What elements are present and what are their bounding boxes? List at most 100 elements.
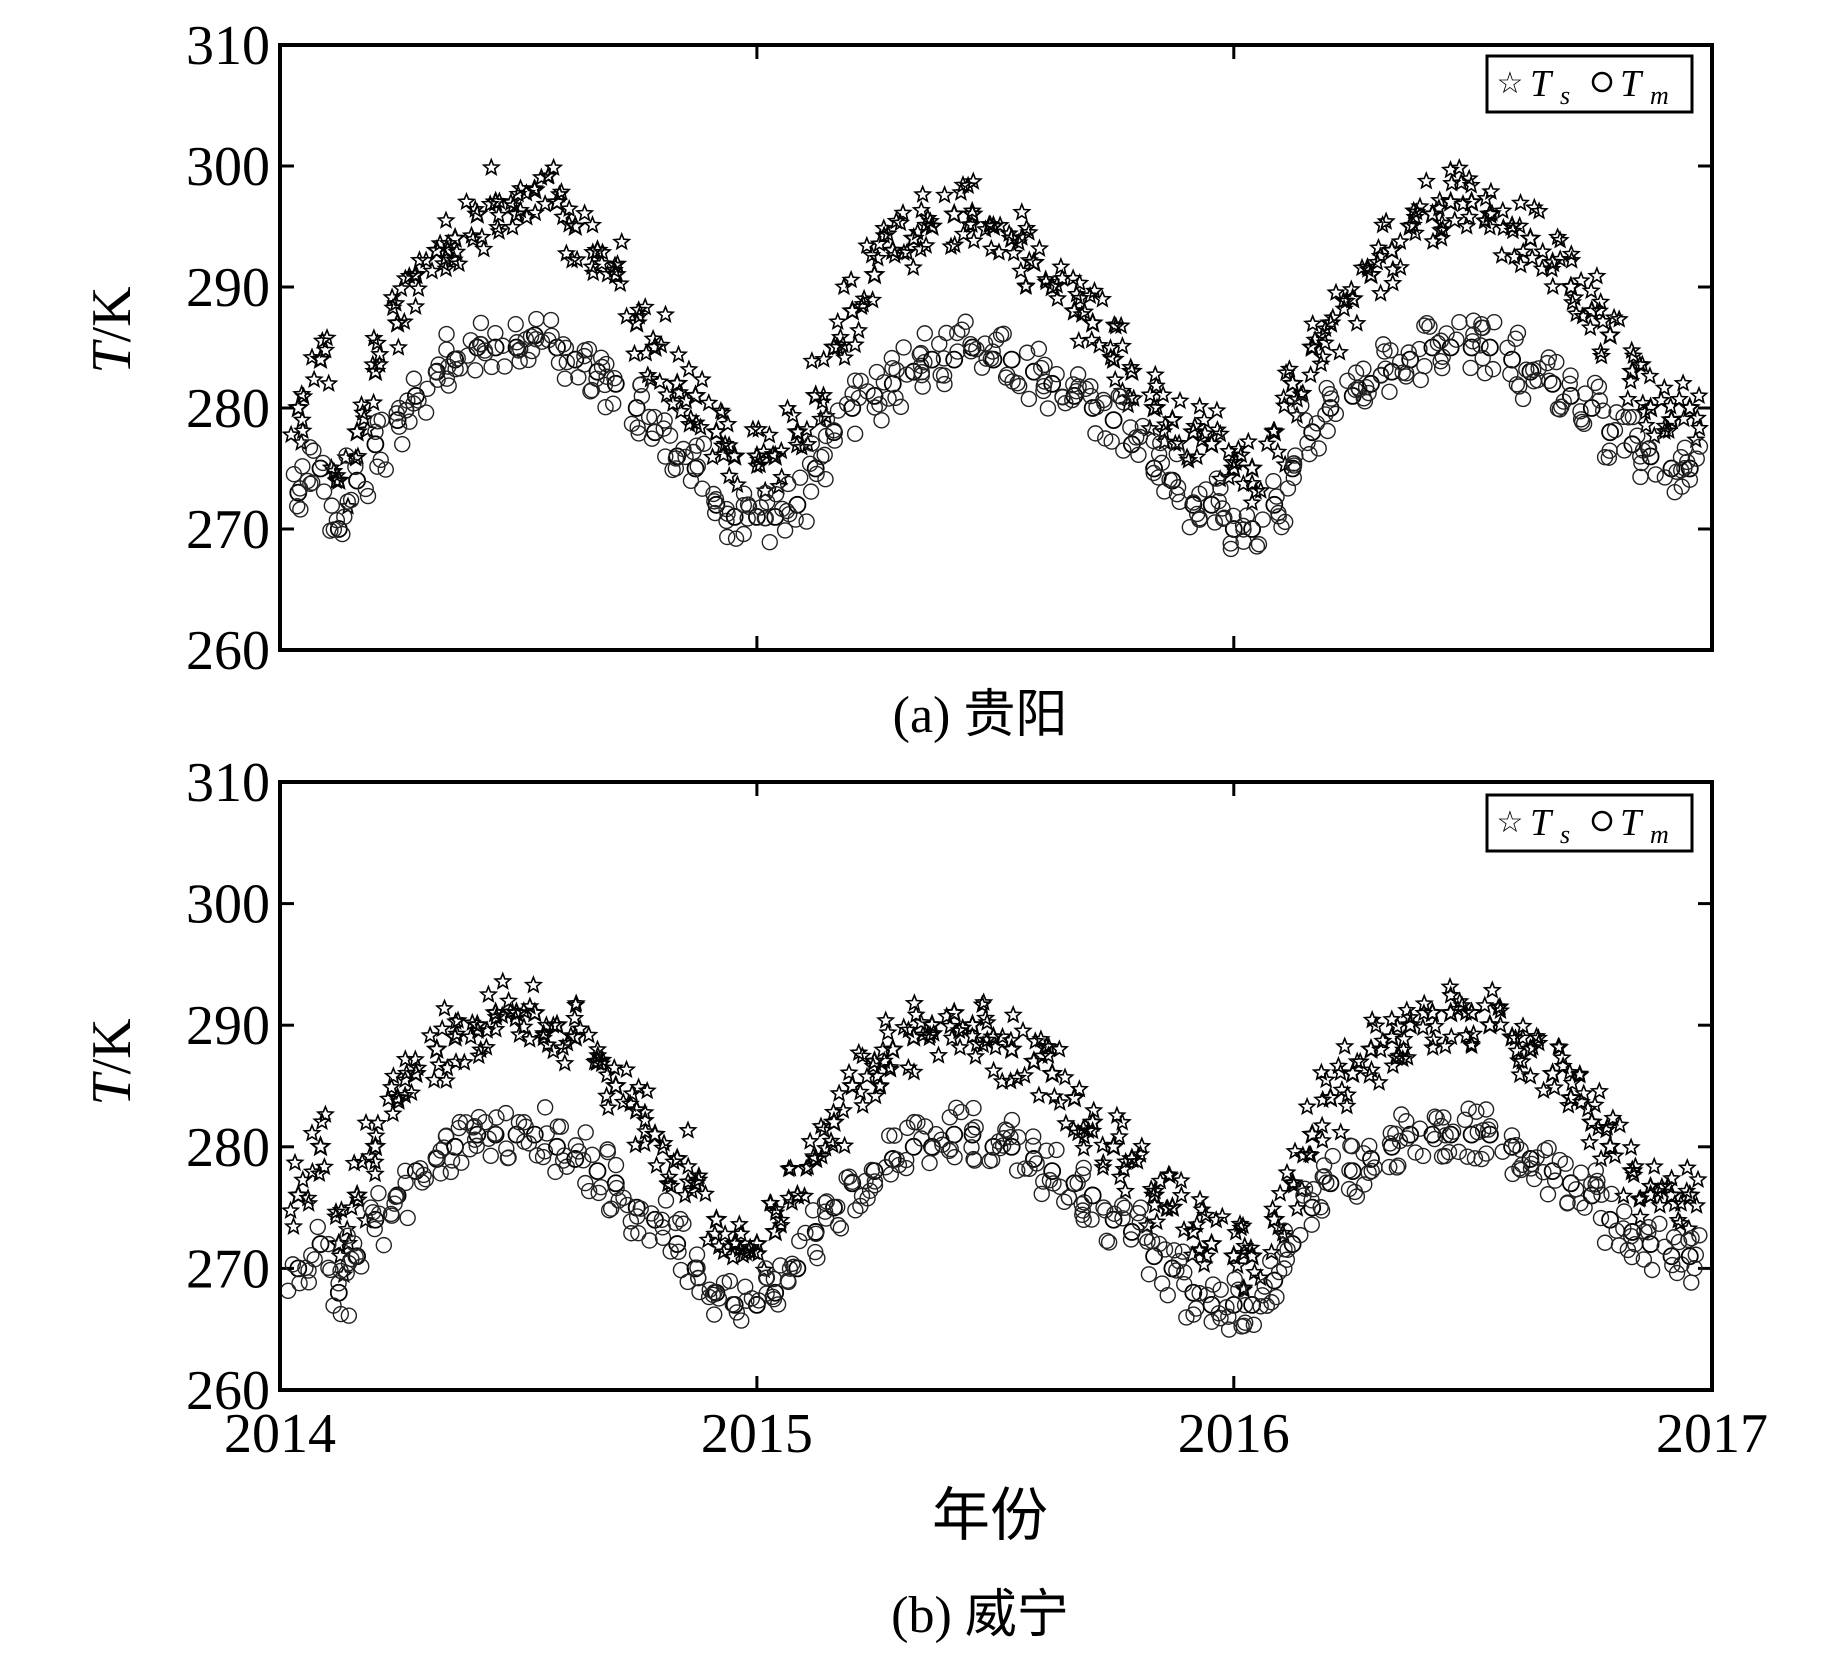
scatter-density-mark xyxy=(370,1205,388,1222)
scatter-density-mark xyxy=(383,1066,404,1085)
scatter-density-mark xyxy=(950,1037,970,1056)
ts-point xyxy=(1380,1025,1404,1047)
scatter-density-mark xyxy=(542,311,560,329)
scatter-density-mark xyxy=(1618,389,1638,408)
scatter-density-mark xyxy=(1587,1176,1604,1193)
scatter-density-mark xyxy=(1048,366,1065,383)
scatter-density-mark xyxy=(438,240,458,259)
scatter-density-mark xyxy=(1145,364,1165,384)
scatter-density-mark xyxy=(695,1183,716,1203)
scatter-density-mark xyxy=(1258,1297,1276,1314)
scatter-density-mark xyxy=(1587,266,1607,285)
scatter-density-mark xyxy=(292,501,309,518)
scatter-density-mark xyxy=(1596,1120,1616,1139)
scatter-density-mark xyxy=(515,1114,533,1131)
scatter-density-mark xyxy=(1603,1185,1620,1203)
scatter-density-mark xyxy=(1453,193,1473,213)
scatter-density-mark xyxy=(1347,313,1367,332)
scatter-density-mark xyxy=(299,1193,319,1212)
scatter-density-mark xyxy=(1084,1100,1104,1119)
scatter-density-mark xyxy=(844,1173,861,1190)
scatter-density-mark xyxy=(596,376,614,394)
scatter-density-mark xyxy=(1140,384,1160,404)
scatter-density-mark xyxy=(525,202,545,222)
ts-point xyxy=(764,444,787,466)
scatter-density-mark xyxy=(285,1152,305,1172)
scatter-density-mark xyxy=(509,1024,530,1043)
scatter-density-mark xyxy=(1016,218,1037,237)
scatter-density-mark xyxy=(409,250,430,269)
scatter-density-mark xyxy=(1529,1033,1549,1052)
scatter-density-mark xyxy=(417,404,435,421)
scatter-density-mark xyxy=(871,396,888,413)
scatter-density-mark xyxy=(646,408,663,426)
scatter-density-mark xyxy=(1397,365,1415,382)
scatter-density-mark xyxy=(298,1188,318,1207)
scatter-density-mark xyxy=(1251,480,1271,499)
scatter-density-mark xyxy=(1512,1161,1530,1179)
scatter-density-mark xyxy=(1382,1009,1402,1028)
scatter-density-mark xyxy=(377,461,394,478)
scatter-density-mark xyxy=(1366,1015,1386,1035)
scatter-density-mark xyxy=(641,1232,658,1249)
scatter-density-mark xyxy=(420,1025,440,1044)
scatter-density-mark xyxy=(1274,395,1295,415)
scatter-density-mark xyxy=(480,1130,497,1147)
scatter-density-mark xyxy=(388,405,405,422)
scatter-density-mark xyxy=(1435,1109,1452,1126)
scatter-density-mark xyxy=(616,1059,637,1079)
scatter-density-mark xyxy=(577,1124,594,1141)
scatter-density-mark xyxy=(289,498,306,515)
scatter-density-mark xyxy=(692,369,712,388)
scatter-density-mark xyxy=(904,993,925,1012)
scatter-density-mark xyxy=(474,239,494,258)
scatter-density-mark xyxy=(344,1153,364,1172)
scatter-density-mark xyxy=(1254,511,1271,528)
scatter-density-mark xyxy=(1225,507,1242,525)
scatter-density-mark xyxy=(894,1017,914,1036)
scatter-density-mark xyxy=(906,1004,926,1024)
scatter-density-mark xyxy=(1486,313,1503,331)
scatter-density-mark xyxy=(1623,345,1644,365)
scatter-density-mark xyxy=(739,510,756,527)
scatter-density-mark xyxy=(466,1118,483,1135)
tm-point xyxy=(1002,1137,1021,1156)
scatter-density-mark xyxy=(367,332,388,352)
ts-point xyxy=(1341,1062,1364,1084)
scatter-density-mark xyxy=(1451,172,1471,192)
scatter-density-mark xyxy=(312,330,332,350)
scatter-density-mark xyxy=(841,1168,858,1185)
ts-point xyxy=(505,1001,528,1023)
scatter-density-mark xyxy=(1222,535,1239,552)
scatter-density-mark xyxy=(1689,418,1710,437)
tm-point xyxy=(486,338,505,357)
scatter-density-mark xyxy=(985,1037,1006,1056)
scatter-density-mark xyxy=(1131,1214,1149,1231)
scatter-density-mark xyxy=(1220,1308,1237,1325)
scatter-density-mark xyxy=(1435,1035,1456,1055)
scatter-density-mark xyxy=(302,1123,322,1142)
scatter-density-mark xyxy=(1372,214,1393,234)
scatter-density-mark xyxy=(1507,1136,1525,1154)
ts-point xyxy=(1598,323,1622,345)
scatter-density-mark xyxy=(918,208,938,227)
scatter-density-mark xyxy=(880,1057,900,1076)
legend-box xyxy=(1485,793,1694,853)
scatter-density-mark xyxy=(1327,405,1345,423)
scatter-density-mark xyxy=(1319,422,1336,440)
legend-label-ts: T s xyxy=(1530,63,1570,110)
scatter-density-mark xyxy=(1508,376,1526,393)
scatter-density-mark xyxy=(679,1273,696,1291)
scatter-density-mark xyxy=(1622,340,1642,359)
tm-point xyxy=(1543,374,1562,393)
scatter-density-mark xyxy=(948,1099,965,1117)
scatter-density-mark xyxy=(854,288,874,308)
scatter-density-mark xyxy=(953,321,971,338)
scatter-density-mark xyxy=(792,437,812,456)
scatter-density-mark xyxy=(1404,200,1424,220)
scatter-density-mark xyxy=(1426,1108,1444,1125)
scatter-density-mark xyxy=(536,1099,554,1116)
scatter-density-mark xyxy=(1660,396,1681,415)
scatter-density-mark xyxy=(803,1146,824,1165)
